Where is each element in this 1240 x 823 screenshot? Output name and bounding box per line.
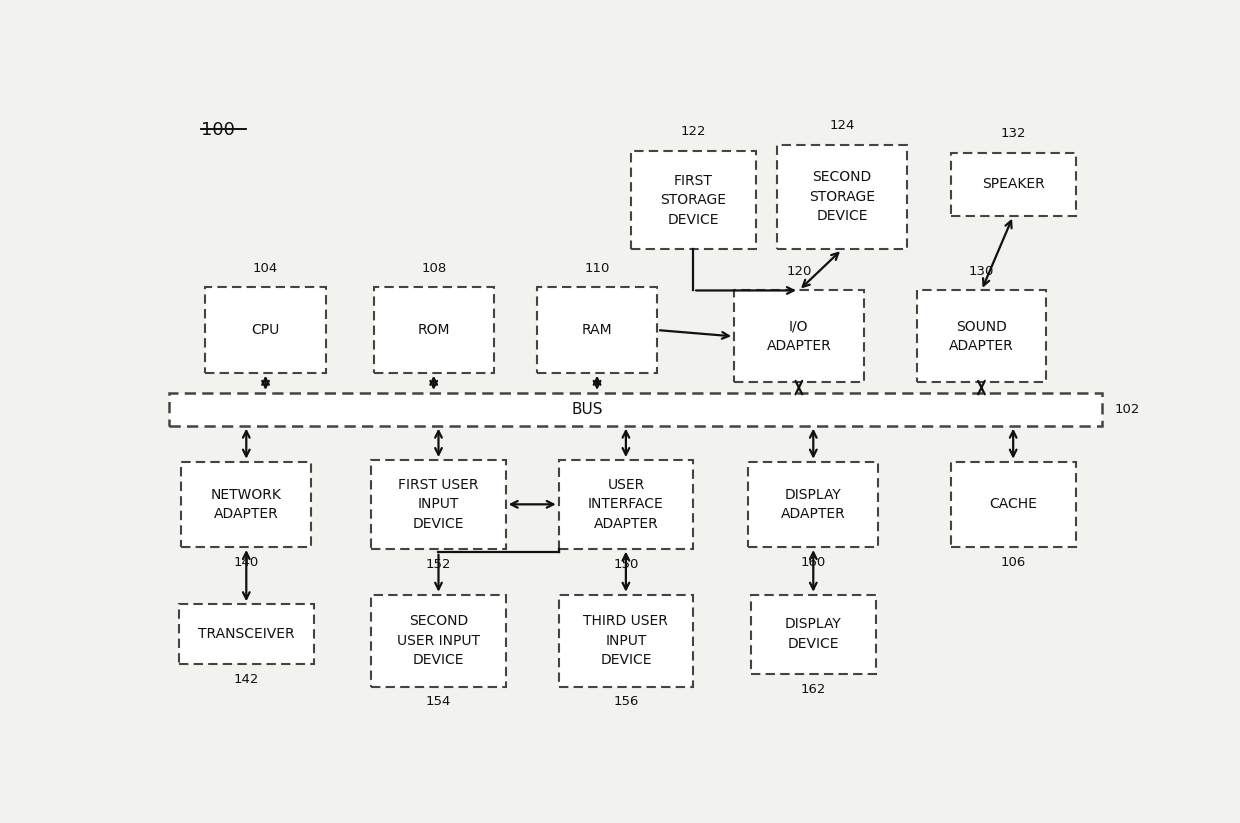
Text: CPU: CPU bbox=[252, 323, 280, 337]
FancyBboxPatch shape bbox=[371, 460, 506, 549]
Text: DISPLAY
DEVICE: DISPLAY DEVICE bbox=[785, 617, 842, 651]
FancyBboxPatch shape bbox=[916, 291, 1047, 383]
Text: 120: 120 bbox=[786, 265, 811, 278]
Text: TRANSCEIVER: TRANSCEIVER bbox=[198, 627, 295, 641]
FancyBboxPatch shape bbox=[558, 460, 693, 549]
Text: SPEAKER: SPEAKER bbox=[982, 177, 1044, 191]
Text: 142: 142 bbox=[233, 673, 259, 686]
Text: I/O
ADAPTER: I/O ADAPTER bbox=[766, 319, 831, 353]
Text: 130: 130 bbox=[968, 265, 994, 278]
Text: ROM: ROM bbox=[418, 323, 450, 337]
Text: 122: 122 bbox=[681, 125, 706, 138]
FancyBboxPatch shape bbox=[181, 462, 311, 547]
Text: 150: 150 bbox=[614, 557, 639, 570]
FancyBboxPatch shape bbox=[777, 145, 906, 249]
FancyBboxPatch shape bbox=[537, 287, 657, 373]
FancyBboxPatch shape bbox=[734, 291, 864, 383]
Text: 104: 104 bbox=[253, 262, 278, 275]
FancyBboxPatch shape bbox=[170, 393, 1101, 425]
Text: SECOND
USER INPUT
DEVICE: SECOND USER INPUT DEVICE bbox=[397, 614, 480, 667]
Text: USER
INTERFACE
ADAPTER: USER INTERFACE ADAPTER bbox=[588, 478, 663, 531]
Text: 132: 132 bbox=[1001, 127, 1025, 140]
Text: 108: 108 bbox=[422, 262, 446, 275]
FancyBboxPatch shape bbox=[951, 462, 1075, 547]
Text: 154: 154 bbox=[425, 695, 451, 709]
Text: BUS: BUS bbox=[572, 402, 603, 416]
Text: 124: 124 bbox=[830, 119, 854, 132]
Text: 102: 102 bbox=[1114, 402, 1140, 416]
FancyBboxPatch shape bbox=[373, 287, 494, 373]
Text: CACHE: CACHE bbox=[990, 497, 1037, 511]
Text: 106: 106 bbox=[1001, 556, 1025, 569]
Text: FIRST
STORAGE
DEVICE: FIRST STORAGE DEVICE bbox=[660, 174, 727, 226]
Text: 140: 140 bbox=[233, 556, 259, 569]
FancyBboxPatch shape bbox=[631, 151, 755, 249]
FancyBboxPatch shape bbox=[749, 462, 878, 547]
Text: 162: 162 bbox=[801, 683, 826, 695]
Text: THIRD USER
INPUT
DEVICE: THIRD USER INPUT DEVICE bbox=[584, 614, 668, 667]
Text: 156: 156 bbox=[614, 695, 639, 709]
Text: SECOND
STORAGE
DEVICE: SECOND STORAGE DEVICE bbox=[810, 170, 875, 224]
Text: NETWORK
ADAPTER: NETWORK ADAPTER bbox=[211, 487, 281, 521]
Text: 100: 100 bbox=[201, 121, 236, 139]
FancyBboxPatch shape bbox=[206, 287, 326, 373]
Text: 160: 160 bbox=[801, 556, 826, 569]
FancyBboxPatch shape bbox=[179, 604, 314, 664]
FancyBboxPatch shape bbox=[751, 595, 875, 674]
Text: SOUND
ADAPTER: SOUND ADAPTER bbox=[949, 319, 1014, 353]
Text: FIRST USER
INPUT
DEVICE: FIRST USER INPUT DEVICE bbox=[398, 478, 479, 531]
Text: DISPLAY
ADAPTER: DISPLAY ADAPTER bbox=[781, 487, 846, 521]
Text: 110: 110 bbox=[584, 262, 610, 275]
FancyBboxPatch shape bbox=[371, 595, 506, 686]
FancyBboxPatch shape bbox=[558, 595, 693, 686]
FancyBboxPatch shape bbox=[951, 152, 1075, 216]
Text: RAM: RAM bbox=[582, 323, 613, 337]
Text: 152: 152 bbox=[425, 557, 451, 570]
